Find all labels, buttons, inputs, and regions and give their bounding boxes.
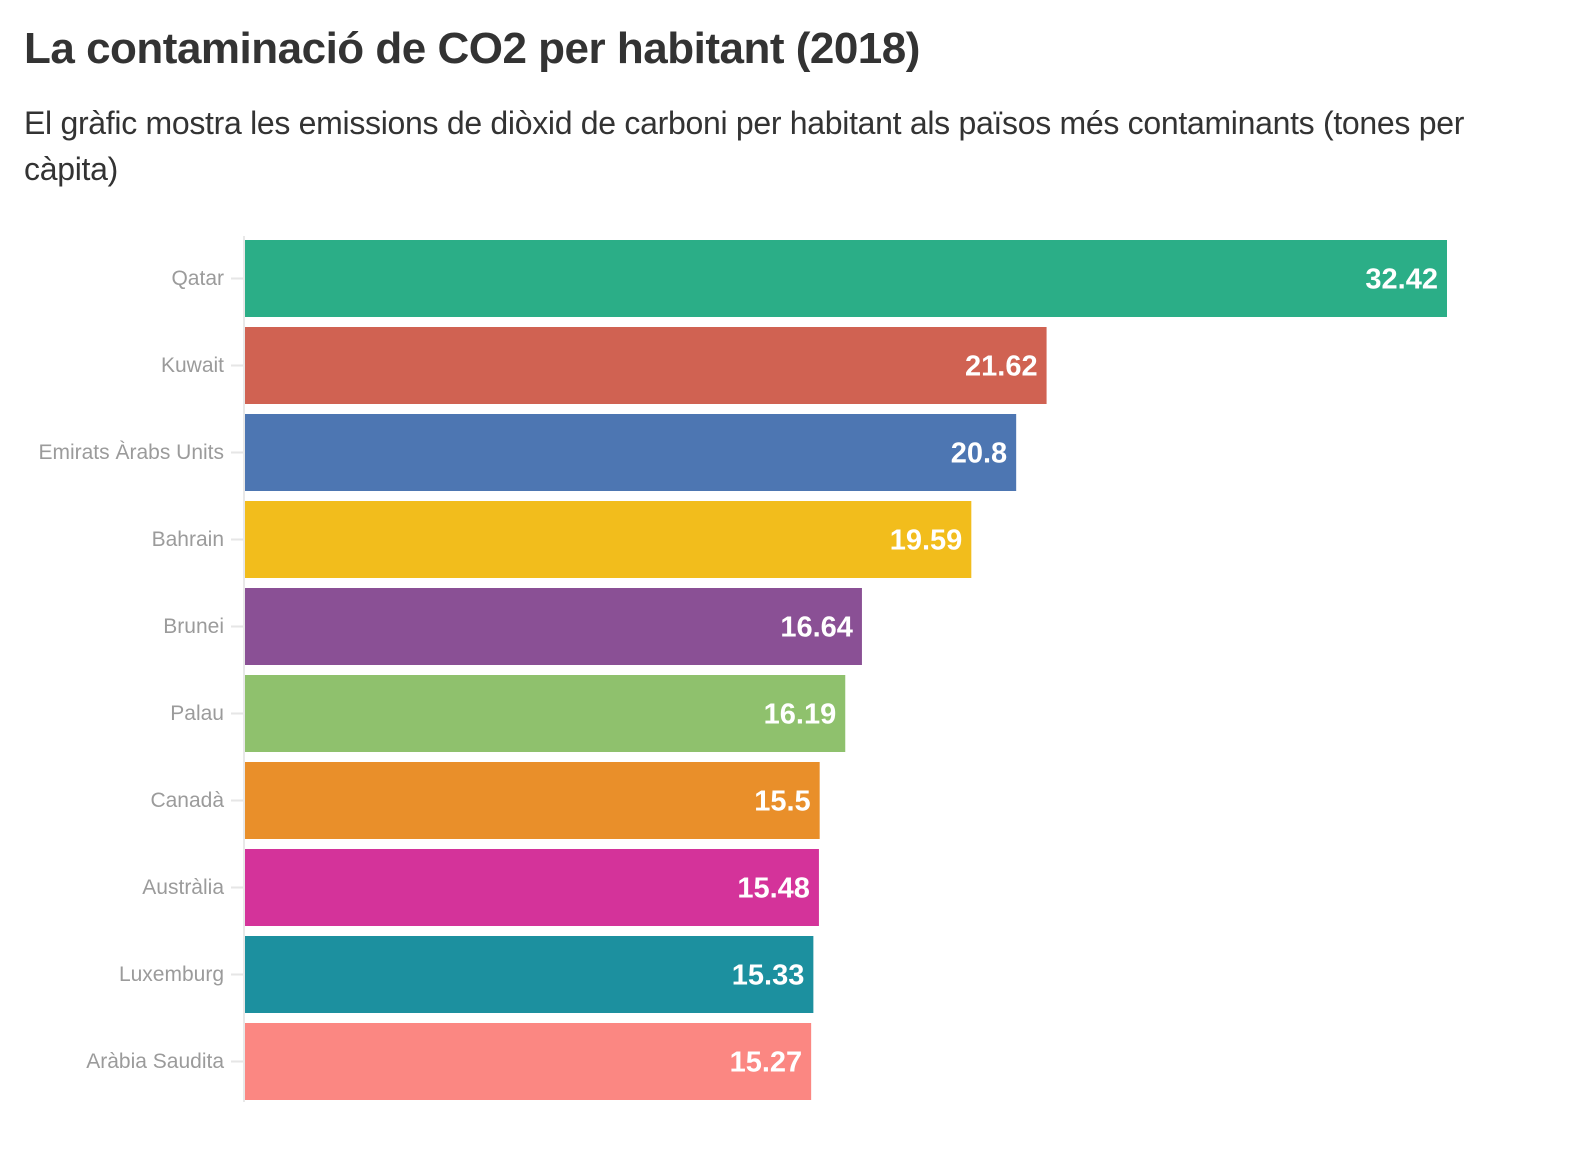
category-label: Kuwait — [161, 354, 224, 377]
bar[interactable] — [245, 762, 820, 839]
category-label: Austràlia — [142, 876, 224, 899]
value-label: 15.48 — [737, 873, 810, 905]
chart-title: La contaminació de CO2 per habitant (201… — [24, 24, 920, 73]
category-label: Brunei — [163, 615, 224, 638]
bar[interactable] — [245, 501, 972, 578]
value-label: 15.27 — [730, 1047, 803, 1079]
category-label: Qatar — [171, 267, 224, 290]
value-label: 20.8 — [951, 438, 1007, 470]
bar[interactable] — [245, 240, 1447, 317]
bars-group: Qatar 32.42 Kuwait 21.62 Emirats Àrabs Units… — [38, 240, 1447, 1100]
value-label: 15.33 — [732, 960, 805, 992]
value-label: 16.19 — [764, 699, 837, 731]
category-label: Bahrain — [152, 528, 224, 551]
category-label: Palau — [170, 702, 224, 725]
bar[interactable] — [245, 675, 846, 752]
value-label: 16.64 — [780, 612, 853, 644]
bar[interactable] — [245, 849, 819, 926]
category-label: Emirats Àrabs Units — [38, 441, 224, 464]
bar[interactable] — [245, 327, 1047, 404]
value-label: 15.5 — [754, 786, 810, 818]
bar[interactable] — [245, 588, 862, 665]
category-label: Canadà — [150, 789, 224, 812]
bar[interactable] — [245, 1023, 812, 1100]
chart-subtitle: El gràfic mostra les emissions de diòxid… — [24, 105, 1465, 187]
category-label: Aràbia Saudita — [86, 1050, 224, 1073]
value-label: 19.59 — [890, 525, 963, 557]
bar[interactable] — [245, 936, 814, 1013]
category-label: Luxemburg — [119, 963, 224, 986]
value-label: 32.42 — [1365, 264, 1438, 296]
value-label: 21.62 — [965, 351, 1038, 383]
bar[interactable] — [245, 414, 1017, 491]
